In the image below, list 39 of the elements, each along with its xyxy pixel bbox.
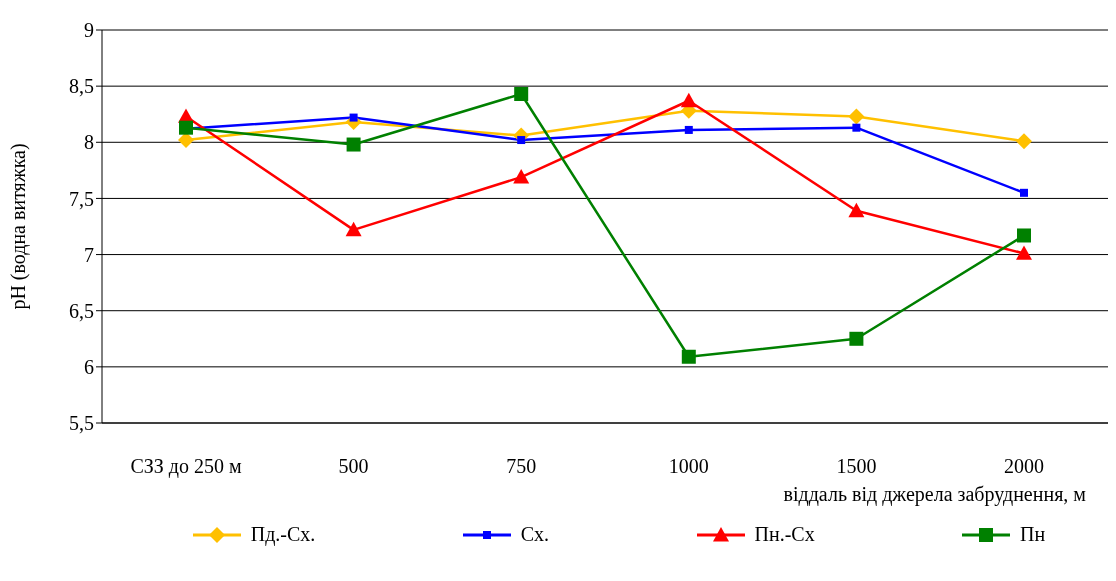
y-tick-label: 5,5 (69, 412, 94, 435)
y-axis-title: pH (водна витяжка) (7, 143, 31, 310)
point (848, 202, 865, 218)
point (1016, 133, 1032, 150)
y-tick-label: 7,5 (69, 187, 94, 210)
point (1017, 228, 1031, 243)
point (178, 132, 194, 149)
point (852, 123, 861, 132)
x-tick-label: 750 (506, 455, 537, 478)
legend-label: Пд.-Сх. (250, 523, 316, 546)
legend-label: Пн.-Сх (754, 523, 815, 546)
x-tick-label: 2000 (1004, 455, 1044, 478)
y-tick-label: 6,5 (69, 299, 94, 322)
legend-label: Сх. (520, 523, 550, 546)
point (513, 169, 530, 184)
point (179, 120, 193, 135)
y-tick-label: 8 (84, 131, 94, 154)
x-tick-label: 1000 (668, 455, 709, 478)
point (849, 331, 864, 346)
point (848, 108, 865, 125)
x-tick-label: СЗЗ до 250 м (130, 455, 242, 479)
y-tick-label: 8,5 (69, 75, 94, 98)
point (1020, 188, 1028, 197)
x-axis-title: віддаль від джерела забруднення, м (783, 483, 1087, 506)
point (514, 87, 529, 101)
point (345, 221, 362, 237)
y-tick-label: 9 (84, 19, 94, 42)
point (680, 92, 697, 108)
x-tick-label: 500 (338, 455, 369, 478)
legend-label: Пн (1020, 523, 1046, 546)
y-tick-label: 6 (84, 355, 94, 378)
point (346, 137, 361, 152)
point (681, 349, 696, 364)
point (684, 125, 693, 134)
x-tick-label: 1500 (836, 455, 877, 478)
point (517, 136, 526, 145)
y-tick-label: 7 (84, 243, 94, 266)
point (349, 113, 358, 122)
point (1016, 245, 1032, 260)
